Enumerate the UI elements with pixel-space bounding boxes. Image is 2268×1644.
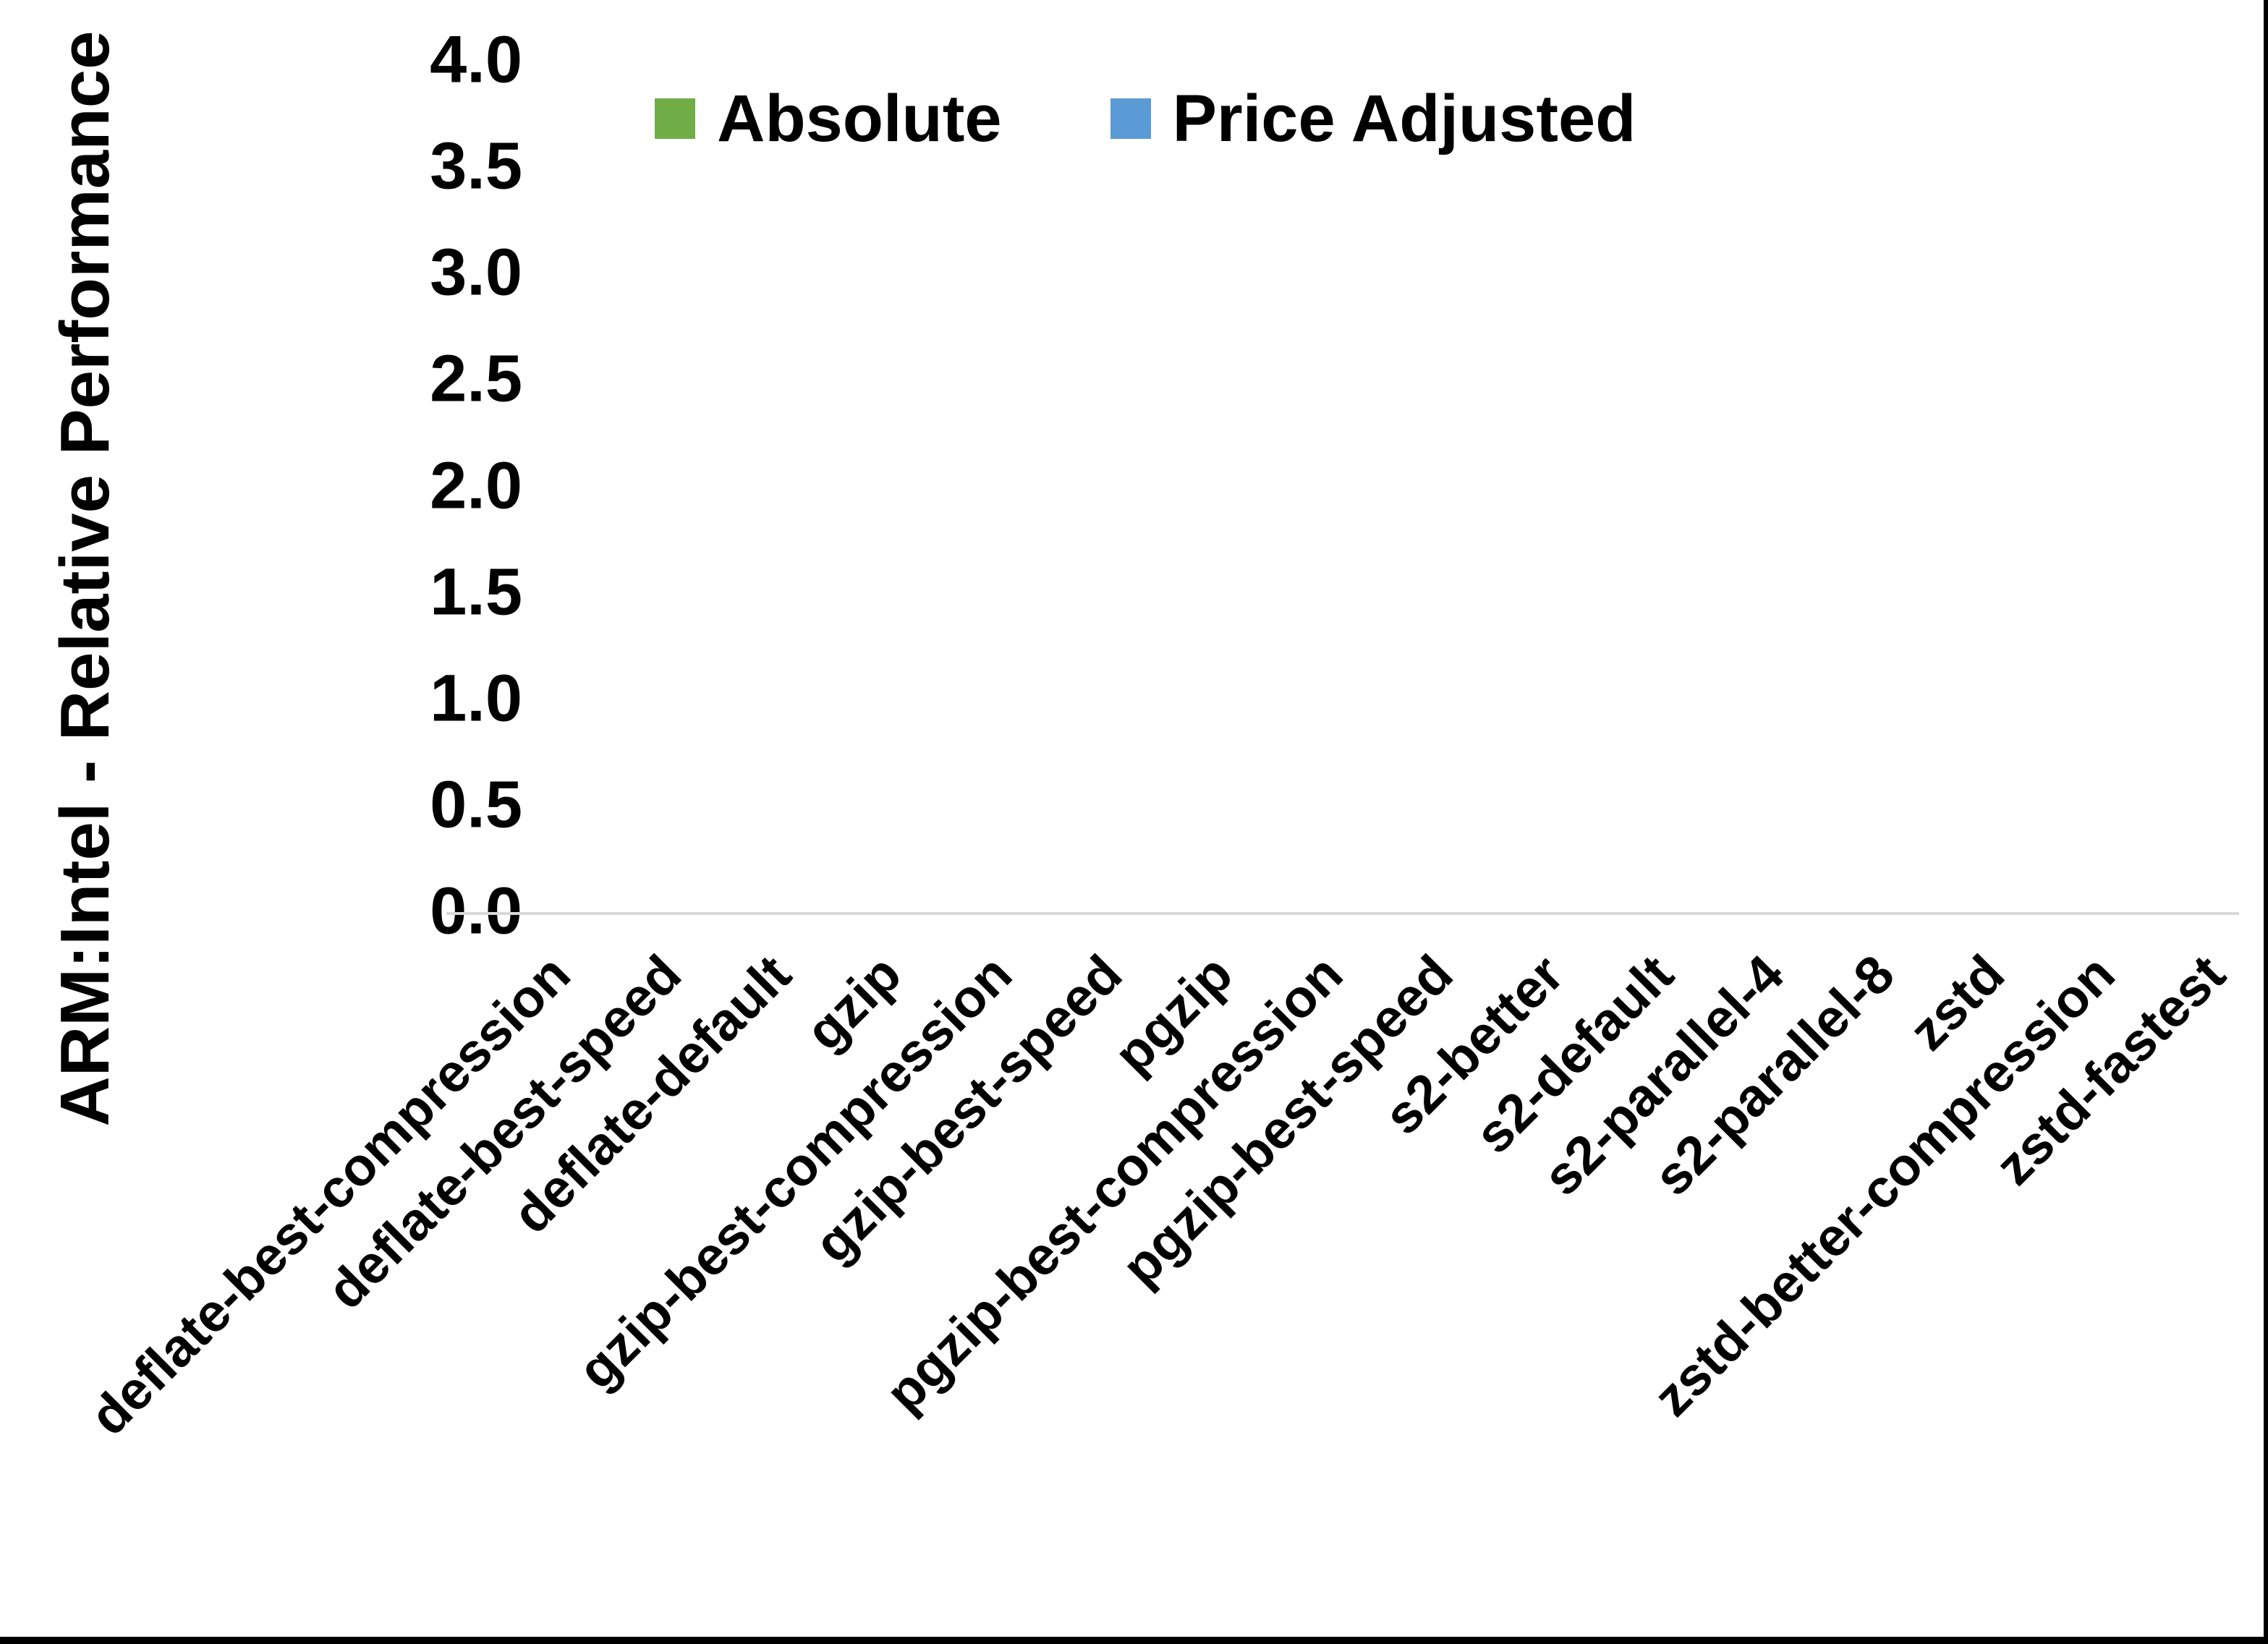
y-tick-label: 2.5 xyxy=(430,341,522,416)
y-tick-label: 0.0 xyxy=(430,874,522,948)
y-tick-label: 0.5 xyxy=(430,767,522,842)
legend-item-price-adjusted: Price Adjusted xyxy=(1110,85,1636,152)
legend: Absolute Price Adjusted xyxy=(655,85,1636,152)
y-tick-label: 1.5 xyxy=(430,554,522,629)
x-axis-line xyxy=(446,912,2239,915)
x-label-deflate-best-compression: deflate-best-compression xyxy=(78,943,582,1447)
y-tick-label: 2.0 xyxy=(430,448,522,522)
legend-item-absolute: Absolute xyxy=(655,85,1002,152)
legend-swatch-price-adjusted-icon xyxy=(1110,98,1151,139)
frame-border-right xyxy=(2264,0,2268,1644)
legend-swatch-absolute-icon xyxy=(655,98,695,139)
y-tick-label: 4.0 xyxy=(430,22,522,97)
legend-label-absolute: Absolute xyxy=(717,82,1002,156)
frame-border-bottom xyxy=(0,1637,2268,1644)
y-tick-label: 1.0 xyxy=(430,661,522,736)
plot-area xyxy=(456,62,2217,913)
y-axis-title: ARM:Intel - Relative Performance xyxy=(46,30,124,1127)
legend-label-price-adjusted: Price Adjusted xyxy=(1172,82,1636,156)
y-tick-label: 3.0 xyxy=(430,235,522,310)
y-tick-label: 3.5 xyxy=(430,129,522,203)
